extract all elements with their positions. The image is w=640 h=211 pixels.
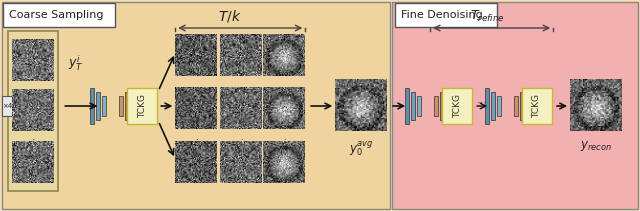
Text: ×40: ×40 [2, 103, 17, 109]
FancyBboxPatch shape [3, 3, 115, 27]
Text: $y_0^{avg}$: $y_0^{avg}$ [349, 139, 374, 158]
Text: ⋮: ⋮ [280, 87, 289, 96]
Bar [97, 92, 100, 120]
Text: ⋮: ⋮ [192, 87, 200, 96]
FancyBboxPatch shape [395, 3, 497, 27]
FancyBboxPatch shape [392, 2, 638, 209]
FancyBboxPatch shape [8, 31, 58, 191]
Bar [526, 88, 530, 124]
Bar [434, 96, 438, 116]
Bar [485, 88, 489, 124]
Text: ⋮: ⋮ [192, 138, 200, 147]
Bar [131, 88, 135, 124]
Bar [514, 96, 518, 116]
Text: TCKG: TCKG [532, 94, 541, 118]
Text: ···: ··· [477, 98, 488, 108]
Text: ⋮: ⋮ [29, 88, 38, 98]
Text: ···: ··· [255, 52, 262, 58]
Bar [440, 92, 444, 120]
Bar [417, 96, 421, 116]
Bar [497, 96, 501, 116]
Text: ···: ··· [255, 105, 262, 111]
Bar [102, 96, 106, 116]
Bar [520, 92, 524, 120]
Text: ⋮: ⋮ [29, 138, 38, 148]
FancyBboxPatch shape [127, 88, 157, 124]
FancyBboxPatch shape [442, 88, 472, 124]
Text: Coarse Sampling: Coarse Sampling [10, 10, 104, 20]
Text: $y_T^i$: $y_T^i$ [68, 53, 83, 73]
Bar [446, 88, 450, 124]
Text: TCKG: TCKG [452, 94, 461, 118]
Bar [119, 96, 124, 116]
Text: Fine Denoising: Fine Denoising [401, 10, 483, 20]
Text: $T_{refine}$: $T_{refine}$ [470, 9, 504, 24]
Text: $T/k$: $T/k$ [218, 8, 242, 24]
Text: ⋮: ⋮ [237, 138, 245, 147]
FancyBboxPatch shape [3, 96, 17, 116]
Bar [411, 92, 415, 120]
Text: $y_{recon}$: $y_{recon}$ [580, 139, 612, 153]
Bar [125, 92, 129, 120]
Text: ···: ··· [255, 159, 262, 165]
Text: TCKG: TCKG [138, 94, 147, 118]
Bar [90, 88, 94, 124]
Text: ⋮: ⋮ [280, 138, 289, 147]
Bar [491, 92, 495, 120]
Text: ⋮: ⋮ [237, 87, 245, 96]
FancyBboxPatch shape [3, 2, 390, 209]
Bar [405, 88, 409, 124]
FancyBboxPatch shape [522, 88, 552, 124]
